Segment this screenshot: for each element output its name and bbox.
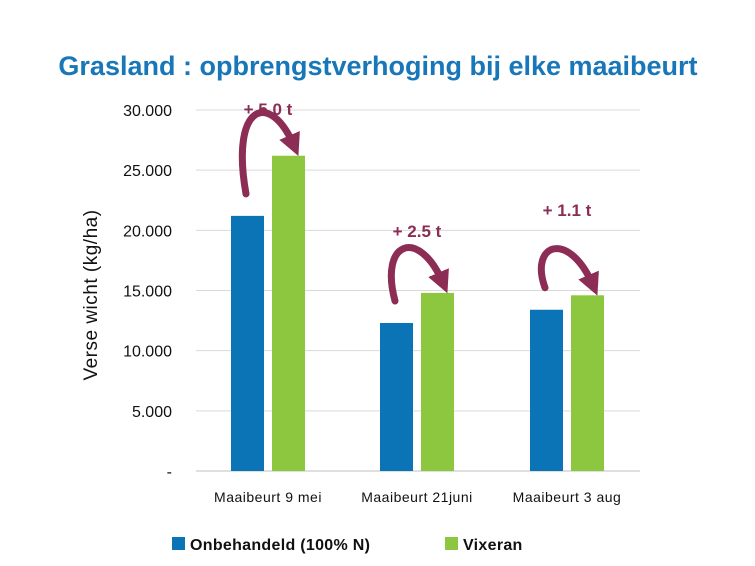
bars bbox=[231, 155, 604, 471]
y-tick-label: 20.000 bbox=[123, 223, 172, 240]
increase-arrow bbox=[537, 245, 599, 296]
bar-vixeran bbox=[272, 155, 305, 471]
bar-onbehandeld bbox=[231, 215, 264, 471]
bar-vixeran bbox=[571, 295, 604, 471]
x-axis-ticks: Maaibeurt 9 mei Maaibeurt 21juni Maaibeurt… bbox=[214, 489, 621, 505]
y-axis-label: Verse wicht (kg/ha) bbox=[81, 209, 102, 380]
bar-vixeran bbox=[421, 292, 454, 471]
annotation-label: + 1.1 t bbox=[543, 201, 592, 220]
y-tick-label: 5.000 bbox=[132, 404, 172, 421]
legend-label: Onbehandeld (100% N) bbox=[190, 537, 370, 554]
gridlines bbox=[196, 109, 640, 472]
x-tick-label: Maaibeurt 3 aug bbox=[513, 489, 622, 505]
y-tick-label: 15.000 bbox=[123, 284, 172, 301]
increase-arrow bbox=[238, 109, 300, 198]
y-tick-label: 10.000 bbox=[123, 344, 172, 361]
bar-onbehandeld bbox=[530, 309, 563, 471]
x-tick-label: Maaibeurt 21juni bbox=[361, 489, 473, 505]
annotation-label: + 2.5 t bbox=[393, 222, 442, 241]
increase-arrow bbox=[387, 244, 449, 305]
chart-title: Grasland : opbrengstverhoging bij elke m… bbox=[58, 51, 697, 81]
y-tick-label: 25.000 bbox=[123, 163, 172, 180]
annotations: + 5.0 t + 2.5 t + 1.1 t bbox=[238, 100, 599, 305]
annotation-label: + 5.0 t bbox=[244, 100, 293, 119]
legend-label: Vixeran bbox=[463, 537, 523, 554]
legend-swatch bbox=[445, 537, 458, 550]
y-tick-label: - bbox=[167, 464, 172, 481]
y-axis-ticks: - 5.000 10.000 15.000 20.000 25.000 30.000 bbox=[123, 103, 172, 481]
legend-swatch bbox=[172, 537, 185, 550]
legend: Onbehandeld (100% N) Vixeran bbox=[172, 537, 523, 554]
bar-onbehandeld bbox=[380, 322, 413, 471]
y-tick-label: 30.000 bbox=[123, 103, 172, 120]
x-tick-label: Maaibeurt 9 mei bbox=[214, 489, 322, 505]
